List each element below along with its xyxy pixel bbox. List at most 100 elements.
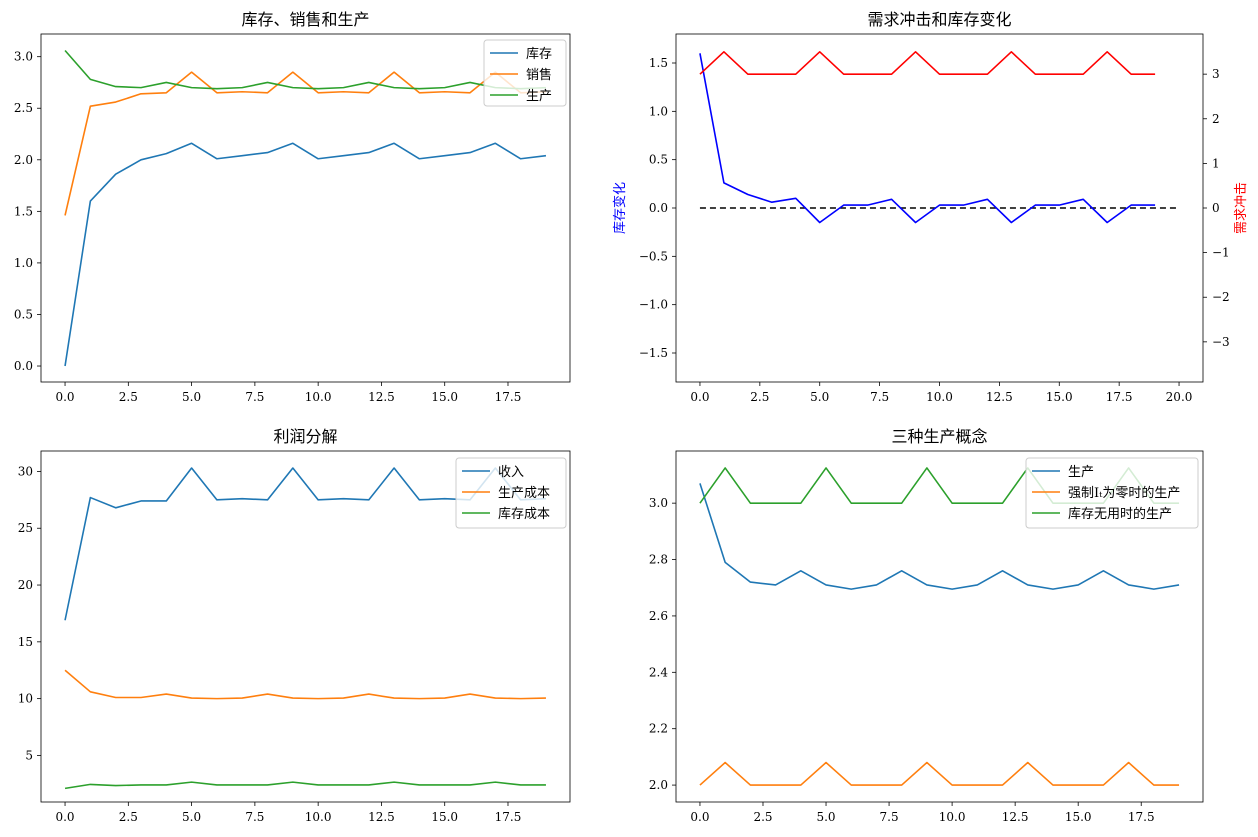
subplot-title: 利润分解 — [273, 427, 337, 446]
x-tick-label: 12.5 — [368, 810, 395, 824]
x-tick-label: 17.5 — [495, 810, 522, 824]
y-tick-label: 1.0 — [649, 104, 668, 118]
x-tick-label: 12.5 — [1002, 810, 1029, 824]
series-line-2 — [699, 761, 1180, 786]
legend-label: 生产 — [1068, 465, 1094, 480]
x-tick-label: 2.5 — [119, 390, 138, 404]
legend-box — [455, 457, 567, 529]
y-tick-label: 0.5 — [14, 307, 33, 321]
y-right-tick-label: 3 — [1212, 67, 1220, 81]
y-tick-label: 3.0 — [649, 496, 668, 510]
legend-box — [1025, 457, 1199, 529]
series-line-2 — [64, 669, 546, 700]
y-tick-label: −1.5 — [639, 346, 668, 360]
x-tick-label: 2.5 — [750, 390, 769, 404]
y-right-tick-label: 2 — [1212, 112, 1220, 126]
y-tick-label: 2.5 — [14, 101, 33, 115]
legend-label: 生产 — [526, 89, 552, 104]
subplot-title: 需求冲击和库存变化 — [867, 10, 1011, 29]
subplot-3: 利润分解 0.0 2.5 5.0 7.5 10.0 12.5 15.0 17.5 5 10 15 20 2… — [18, 427, 571, 824]
series-line-1 — [64, 142, 547, 367]
series-line-1 — [699, 53, 1156, 224]
legend-label: 强制Iₜ为零时的生产 — [1068, 485, 1180, 501]
legend-label: 生产成本 — [498, 486, 550, 501]
legend-label: 库存 — [526, 46, 552, 62]
x-tick-label: 2.5 — [753, 810, 772, 824]
x-tick-label: 5.0 — [810, 390, 829, 404]
plot-frame — [40, 33, 571, 383]
x-tick-label: 0.0 — [55, 390, 74, 404]
y-tick-label: −0.5 — [639, 249, 668, 263]
y-tick-label: 20 — [18, 578, 33, 592]
x-tick-label: 20.0 — [1166, 390, 1193, 404]
x-tick-label: 2.5 — [119, 810, 138, 824]
y-tick-label: 5 — [25, 748, 33, 762]
y-tick-label: 0.0 — [14, 359, 33, 373]
subplot-4: 三种生产概念 0.0 2.5 5.0 7.5 10.0 12.5 15.0 17.5 2.0 2.2… — [649, 427, 1204, 824]
x-tick-label: 12.5 — [368, 390, 395, 404]
x-tick-label: 7.5 — [870, 390, 889, 404]
series-line-2 — [699, 51, 1156, 75]
y-right-tick-label: 1 — [1212, 156, 1220, 170]
y-tick-label: 2.8 — [649, 553, 668, 567]
y-right-axis-label: 需求冲击 — [1234, 182, 1249, 234]
y-right-tick-label: −2 — [1212, 290, 1230, 304]
x-tick-label: 10.0 — [926, 390, 953, 404]
legend-box — [483, 39, 567, 107]
y-tick-label: 2.0 — [14, 153, 33, 167]
x-tick-label: 0.0 — [690, 810, 709, 824]
x-tick-label: 5.0 — [182, 390, 201, 404]
x-tick-label: 0.0 — [690, 390, 709, 404]
x-tick-label: 7.5 — [245, 390, 264, 404]
y-tick-label: 1.5 — [14, 204, 33, 218]
y-tick-label: 15 — [18, 635, 33, 649]
legend-label: 库存成本 — [498, 506, 550, 522]
x-tick-label: 15.0 — [431, 390, 458, 404]
y-right-tick-label: 0 — [1212, 201, 1220, 215]
y-tick-label: 25 — [18, 521, 33, 535]
y-tick-label: 1.0 — [14, 256, 33, 270]
y-tick-label: 2.0 — [649, 778, 668, 792]
x-tick-label: 7.5 — [880, 810, 899, 824]
x-tick-label: 10.0 — [939, 810, 966, 824]
legend-label: 收入 — [498, 465, 524, 480]
series-line-3 — [64, 49, 546, 90]
y-tick-label: 10 — [18, 692, 33, 706]
plot-frame — [40, 450, 571, 803]
y-tick-label: 2.2 — [649, 722, 668, 736]
x-tick-label: 10.0 — [305, 810, 332, 824]
series-line-1 — [699, 483, 1180, 590]
y-tick-label: 0.0 — [649, 201, 668, 215]
subplot-title: 库存、销售和生产 — [241, 10, 369, 29]
x-tick-label: 17.5 — [495, 390, 522, 404]
y-right-tick-label: −3 — [1212, 335, 1230, 349]
x-tick-label: 5.0 — [816, 810, 835, 824]
x-tick-label: 5.0 — [182, 810, 201, 824]
x-tick-label: 17.5 — [1128, 810, 1155, 824]
x-tick-label: 7.5 — [245, 810, 264, 824]
y-tick-label: 2.4 — [649, 665, 668, 679]
subplot-title: 三种生产概念 — [891, 427, 987, 446]
x-tick-label: 10.0 — [305, 390, 332, 404]
y-tick-label: −1.0 — [639, 298, 668, 312]
y-tick-label: 2.6 — [649, 609, 668, 623]
series-line-2 — [64, 71, 546, 216]
x-tick-label: 0.0 — [55, 810, 74, 824]
subplot-1: 库存、销售和生产 0.0 2.5 5.0 7.5 10.0 12.5 15.0 17.5 0.0 0… — [14, 10, 571, 404]
x-tick-label: 15.0 — [1065, 810, 1092, 824]
x-tick-label: 12.5 — [986, 390, 1013, 404]
y-axis-label: 库存变化 — [612, 182, 628, 234]
legend-label: 库存无用时的生产 — [1068, 506, 1172, 522]
y-tick-label: 0.5 — [649, 153, 668, 167]
plot-frame — [675, 33, 1204, 383]
plot-frame — [675, 450, 1204, 803]
x-tick-label: 15.0 — [431, 810, 458, 824]
x-tick-label: 17.5 — [1106, 390, 1133, 404]
y-right-tick-label: −1 — [1212, 246, 1230, 260]
y-tick-label: 1.5 — [649, 56, 668, 70]
